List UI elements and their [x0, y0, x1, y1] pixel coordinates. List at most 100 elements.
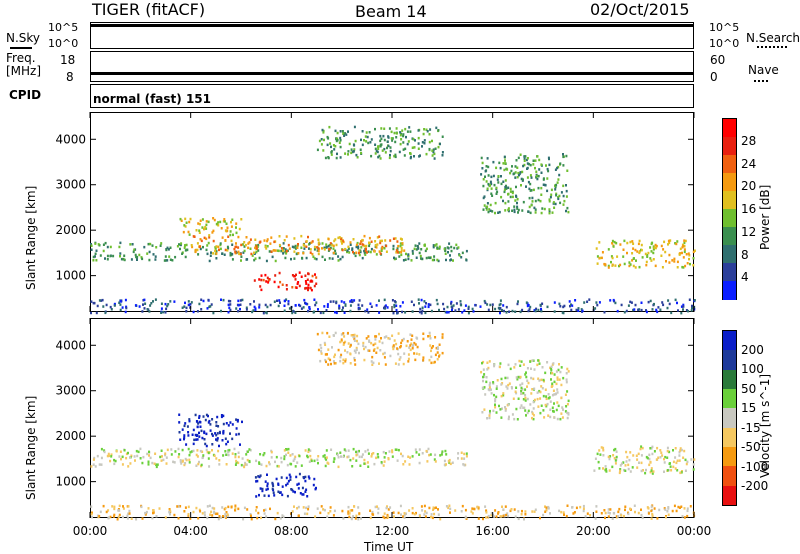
data-cell — [141, 310, 144, 313]
data-cell — [304, 490, 307, 493]
data-cell — [345, 133, 348, 136]
data-cell — [321, 242, 324, 245]
data-cell — [455, 243, 458, 247]
data-cell — [613, 240, 616, 244]
data-cell — [188, 419, 191, 423]
data-cell — [423, 504, 426, 508]
data-cell — [222, 430, 225, 433]
data-cell — [371, 510, 374, 514]
data-cell — [247, 242, 250, 245]
data-cell — [231, 258, 234, 261]
data-cell — [387, 508, 390, 511]
data-cell — [313, 298, 316, 301]
data-cell — [318, 139, 321, 143]
data-cell — [607, 248, 610, 251]
data-cell — [336, 453, 339, 457]
data-cell — [648, 453, 651, 457]
data-cell — [364, 135, 367, 138]
data-cell — [684, 264, 687, 268]
data-cell — [629, 240, 632, 244]
data-cell — [313, 477, 316, 481]
data-cell — [346, 249, 349, 252]
data-cell — [168, 510, 171, 514]
data-cell — [90, 465, 93, 468]
data-cell — [189, 303, 192, 306]
data-cell — [433, 152, 436, 156]
data-cell — [383, 456, 386, 459]
data-cell — [394, 237, 397, 240]
data-cell — [550, 385, 553, 388]
data-cell — [154, 258, 157, 261]
data-cell — [311, 252, 314, 256]
data-cell — [434, 244, 437, 247]
data-cell — [551, 382, 554, 385]
data-cell — [502, 514, 505, 518]
data-cell — [113, 304, 116, 307]
data-cell — [679, 449, 682, 452]
data-cell — [632, 242, 635, 245]
data-cell — [689, 262, 691, 266]
data-cell — [683, 449, 686, 453]
data-cell — [357, 247, 360, 250]
data-cell — [510, 169, 513, 173]
data-cell — [463, 457, 466, 460]
data-cell — [140, 505, 143, 509]
data-cell — [133, 455, 136, 458]
data-cell — [222, 220, 225, 223]
data-cell — [275, 455, 278, 459]
data-cell — [428, 133, 431, 136]
data-cell — [192, 310, 195, 314]
data-cell — [439, 517, 442, 521]
nave-label: Nave — [748, 63, 779, 77]
data-cell — [482, 178, 485, 181]
data-cell — [403, 516, 406, 519]
data-cell — [611, 239, 614, 243]
data-cell — [186, 248, 189, 252]
data-cell — [321, 128, 324, 132]
data-cell — [515, 376, 518, 379]
data-cell — [374, 335, 377, 338]
data-cell — [488, 414, 491, 417]
data-cell — [179, 460, 182, 463]
data-cell — [146, 252, 149, 255]
data-cell — [366, 308, 369, 311]
data-cell — [558, 378, 561, 381]
data-cell — [200, 308, 203, 311]
data-cell — [421, 257, 424, 261]
data-cell — [463, 452, 466, 456]
data-cell — [305, 256, 308, 260]
data-cell — [204, 442, 207, 446]
data-cell — [153, 462, 156, 465]
data-cell — [220, 227, 223, 230]
data-cell — [403, 352, 406, 355]
data-cell — [610, 260, 612, 264]
data-cell — [211, 449, 213, 452]
data-cell — [515, 185, 517, 189]
data-cell — [607, 515, 610, 518]
data-cell — [194, 249, 197, 252]
data-cell — [495, 411, 498, 414]
data-cell — [340, 353, 343, 357]
data-cell — [523, 159, 526, 162]
data-cell — [215, 433, 218, 437]
data-cell — [155, 463, 157, 466]
data-cell — [545, 397, 548, 401]
data-cell — [565, 184, 567, 187]
data-cell — [94, 242, 97, 245]
data-cell — [548, 210, 551, 213]
data-cell — [632, 247, 635, 250]
data-cell — [265, 259, 268, 263]
data-cell — [240, 218, 243, 221]
data-cell — [484, 170, 487, 173]
data-cell — [339, 139, 342, 142]
data-cell — [645, 468, 647, 472]
data-cell — [443, 307, 446, 311]
data-cell — [535, 176, 538, 179]
data-cell — [126, 517, 129, 520]
data-cell — [424, 510, 427, 513]
data-cell — [119, 241, 122, 245]
data-cell — [130, 258, 133, 261]
data-cell — [419, 154, 421, 157]
data-cell — [511, 209, 514, 212]
data-cell — [102, 305, 105, 308]
